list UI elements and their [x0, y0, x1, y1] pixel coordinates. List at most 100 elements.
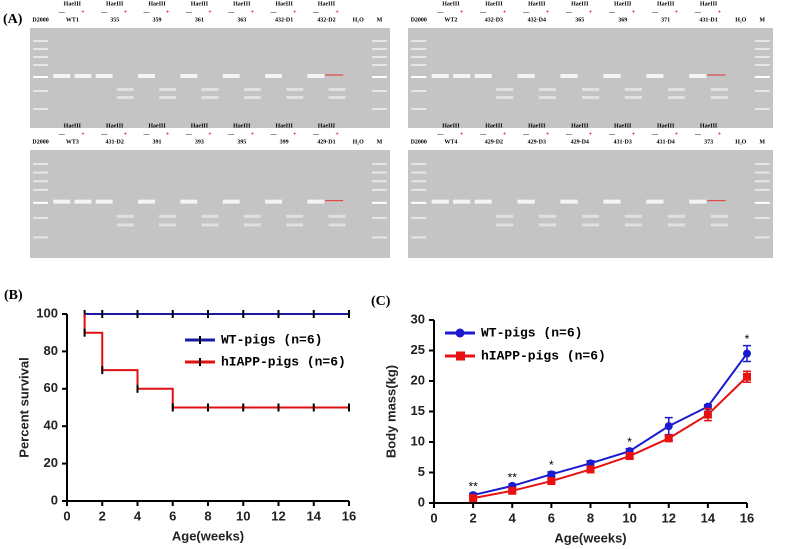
ladder-band: [372, 40, 387, 42]
sample-label: 429-D3: [528, 139, 546, 145]
ladder-band: [411, 56, 427, 58]
gel-band: [116, 223, 134, 227]
point: [664, 434, 673, 443]
ladder-band: [33, 40, 48, 42]
gel-band: [581, 96, 600, 99]
point: [743, 372, 751, 381]
ladder-band: [33, 188, 48, 191]
minus-label: —: [436, 131, 444, 137]
plus-label: +: [460, 131, 464, 137]
gel-band: [710, 96, 728, 99]
gel-band: [286, 223, 304, 227]
plus-label: +: [589, 131, 593, 137]
gel-image: [408, 150, 773, 258]
plus-label: +: [124, 9, 128, 15]
ladder-band: [33, 171, 48, 174]
gel-band: [496, 88, 514, 91]
plus-label: +: [675, 131, 679, 137]
ladder-band: [411, 90, 427, 92]
ladder-band: [372, 180, 387, 183]
gel-band: [159, 88, 177, 91]
point: [664, 422, 673, 431]
gel-band: [328, 223, 346, 227]
gel-band: [222, 199, 240, 204]
gel-band: [431, 74, 449, 78]
minus-label: —: [479, 9, 487, 15]
gel-band: [624, 88, 643, 91]
minus-label: —: [58, 131, 66, 137]
ladder-band: [411, 216, 427, 219]
minus-label: —: [227, 131, 235, 137]
x-tick-label: 8: [204, 508, 211, 523]
ladder-band: [754, 180, 770, 183]
sample-label: 431-D1: [699, 17, 717, 23]
gel-band: [265, 74, 282, 78]
enzyme-label: HaeIII: [657, 123, 675, 129]
lane-label: H₂O: [735, 17, 746, 23]
minus-label: —: [100, 9, 108, 15]
gel-band: [286, 214, 304, 218]
sample-label: 429-D2: [485, 139, 503, 145]
gel-band: [53, 74, 71, 78]
lane-label: M: [759, 17, 765, 23]
ladder-band: [411, 108, 427, 110]
ladder-band: [754, 56, 770, 58]
ladder-band: [372, 236, 387, 239]
ladder-band: [754, 188, 770, 191]
legend-label: WT-pigs (n=6): [481, 325, 582, 340]
ladder-band: [411, 48, 427, 50]
minus-label: —: [142, 9, 150, 15]
enzyme-label: HaeIII: [106, 123, 124, 129]
sample-label: WT1: [66, 17, 79, 23]
ladder-band: [411, 236, 427, 239]
point: [703, 410, 712, 419]
ladder-band: [33, 90, 48, 92]
ladder-band: [372, 56, 387, 58]
ladder-band: [33, 201, 48, 204]
sample-label: 432-D4: [528, 17, 546, 23]
gel-band: [53, 199, 71, 204]
gel-band: [474, 74, 492, 78]
gel-band: [116, 88, 134, 91]
lane-label: M: [377, 139, 383, 145]
plus-label: +: [675, 9, 679, 15]
gel-band: [624, 96, 643, 99]
minus-label: —: [651, 131, 659, 137]
enzyme-label: HaeIII: [700, 123, 718, 129]
plus-label: +: [208, 131, 212, 137]
enzyme-label: HaeIII: [571, 1, 589, 7]
gel-band: [307, 74, 325, 78]
lane-label: H₂O: [353, 139, 364, 145]
y-tick-label: 10: [411, 433, 425, 448]
enzyme-label: HaeIII: [275, 1, 293, 7]
ladder-band: [754, 201, 770, 204]
gel-band: [710, 223, 728, 227]
enzyme-label: HaeIII: [528, 123, 546, 129]
sample-label: 393: [195, 139, 204, 145]
gel-band: [95, 74, 113, 78]
plus-label: +: [293, 9, 297, 15]
enzyme-label: HaeIII: [657, 1, 675, 7]
y-tick-label: 0: [51, 492, 58, 507]
x-tick-label: 0: [430, 510, 437, 525]
gel-band: [180, 74, 198, 78]
enzyme-label: HaeIII: [571, 123, 589, 129]
gel-band: [667, 214, 685, 218]
gel-band: [159, 223, 177, 227]
minus-label: —: [58, 9, 66, 15]
gel-image: [30, 150, 390, 258]
gel-band: [138, 199, 155, 204]
lane-label: H₂O: [735, 139, 746, 145]
plus-label: +: [503, 131, 507, 137]
ladder-band: [372, 76, 387, 78]
ladder-band: [33, 216, 48, 219]
significance: *: [549, 458, 554, 472]
enzyme-label: HaeIII: [318, 123, 336, 129]
gel-band: [159, 214, 177, 218]
x-tick-label: 4: [509, 510, 517, 525]
significance: *: [745, 332, 750, 346]
enzyme-label: HaeIII: [148, 123, 166, 129]
enzyme-label: HaeIII: [318, 1, 336, 7]
sample-label: 432-D2: [317, 17, 335, 23]
sample-label: WT3: [66, 139, 79, 145]
